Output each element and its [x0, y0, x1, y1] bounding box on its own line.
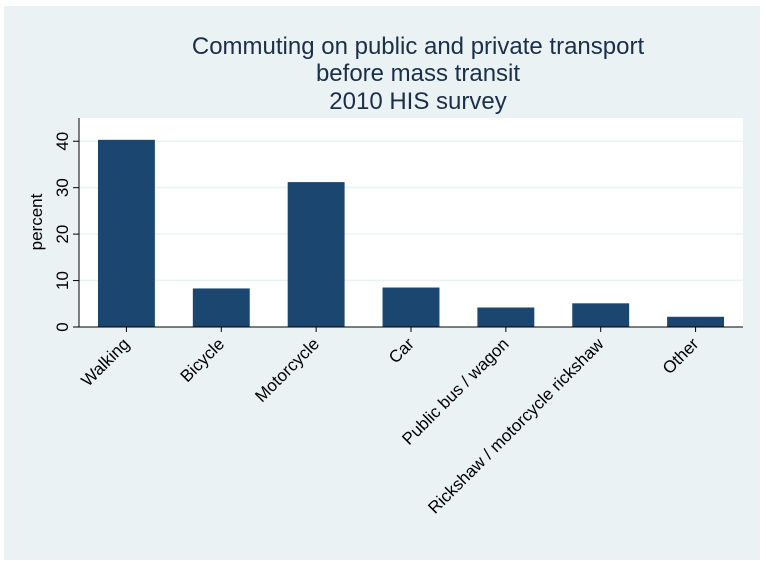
y-tick-label: 20 [53, 225, 72, 244]
bar [572, 303, 630, 327]
chart-title-line-3: 2010 HIS survey [329, 88, 506, 115]
y-tick-label: 0 [53, 322, 72, 331]
y-tick-label: 40 [53, 132, 72, 151]
x-tick-label: Walking [78, 334, 134, 390]
bar [382, 287, 440, 327]
bar [97, 139, 155, 327]
y-tick-label: 30 [53, 178, 72, 197]
chart-title-line-1: Commuting on public and private transpor… [192, 33, 645, 60]
chart-title-line-2: before mass transit [316, 60, 520, 87]
y-axis-title: percent [27, 193, 46, 250]
x-tick-label: Rickshaw / motorcycle rickshaw [424, 334, 608, 518]
x-tick-label: Motorcycle [251, 334, 323, 406]
bar [667, 316, 725, 327]
bar [287, 182, 345, 327]
bar [477, 307, 535, 327]
y-tick-label: 10 [53, 271, 72, 290]
x-tick-label: Bicycle [177, 334, 229, 386]
bar [192, 288, 250, 327]
x-tick-label: Other [659, 334, 703, 378]
x-tick-label: Car [385, 334, 418, 367]
